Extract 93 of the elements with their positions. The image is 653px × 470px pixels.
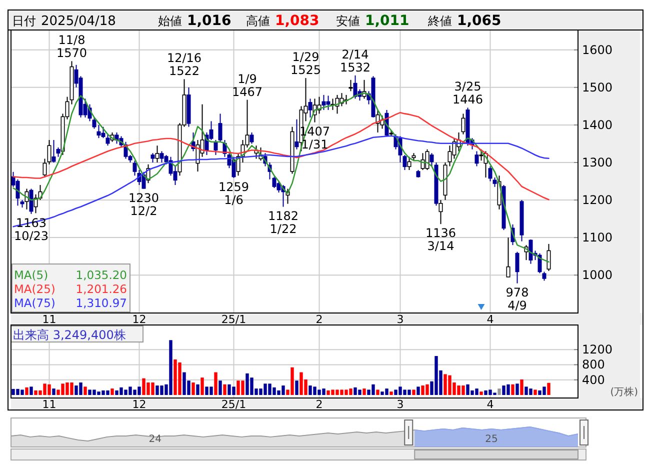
- candlestick: [506, 237, 510, 278]
- bar: [516, 384, 519, 395]
- candlestick: [101, 126, 106, 139]
- bar: [534, 390, 537, 395]
- bar: [52, 388, 56, 395]
- candlestick: [515, 251, 520, 284]
- bar: [223, 384, 226, 395]
- bar: [214, 372, 218, 395]
- y-tick-label: 1100: [582, 230, 613, 245]
- annotation: 11/8 1570: [56, 33, 88, 60]
- candlestick: [348, 79, 353, 92]
- candlestick: [56, 146, 60, 158]
- text: 安値 1,011: [336, 13, 410, 29]
- candlestick: [474, 150, 479, 167]
- annotation: 12/16 1522: [166, 51, 202, 78]
- bar: [362, 388, 366, 395]
- candlestick: [160, 150, 164, 163]
- text: 日付 2025/04/18: [12, 14, 116, 29]
- x-tick-label: 3: [396, 398, 404, 411]
- candlestick: [52, 139, 56, 163]
- y-tick-label: 1400: [582, 118, 613, 132]
- bar: [218, 380, 222, 395]
- text: 始値 1,016: [158, 13, 232, 29]
- bar: [25, 387, 28, 395]
- candlestick: [542, 271, 546, 282]
- text: MA(5) 1,035.20: [14, 268, 127, 282]
- candlestick: [42, 158, 47, 178]
- y-tick-label: 1200: [582, 193, 613, 208]
- annotation: 1259 1/6: [218, 180, 250, 207]
- x-tick-label: 24: [148, 434, 162, 445]
- annotation: 1/29 1525: [290, 50, 322, 78]
- y-tick-label: 400: [582, 372, 605, 387]
- candlestick: [47, 139, 52, 165]
- y-tick-label: 1200: [582, 342, 613, 357]
- candlestick: [250, 132, 254, 144]
- x-tick-label: 4: [486, 313, 494, 326]
- candlestick: [150, 152, 155, 163]
- bar: [84, 386, 87, 395]
- candlestick: [29, 188, 34, 214]
- bar: [30, 386, 33, 395]
- candlestick: [155, 145, 160, 163]
- candlestick: [294, 118, 299, 150]
- bar: [511, 384, 514, 395]
- bar: [376, 390, 380, 395]
- bar: [498, 388, 501, 395]
- annotation: 1136 3/14: [425, 226, 456, 254]
- annotation: 3/25 1446: [452, 80, 484, 107]
- x-tick-label: 2: [316, 398, 323, 411]
- bar: [520, 379, 524, 395]
- bar: [192, 382, 195, 395]
- candlestick: [461, 113, 466, 135]
- annotation: 978 4/9: [506, 285, 529, 312]
- annotation: 1182 1/22: [268, 208, 299, 236]
- y-axis-title: (万株): [610, 386, 638, 398]
- x-tick-label: 4: [486, 398, 494, 411]
- bar: [416, 386, 420, 395]
- bar: [480, 392, 483, 395]
- chart-title: 出来高 3,249,400株: [13, 328, 126, 342]
- text: 高値 1,083: [246, 13, 320, 29]
- bar: [547, 382, 550, 395]
- text: 終値 1,065: [427, 13, 502, 29]
- x-tick-label: 3: [396, 313, 404, 326]
- candlestick: [16, 178, 20, 206]
- candlestick: [438, 200, 443, 225]
- text: MA(25) 1,201.26: [14, 282, 127, 296]
- bar: [200, 378, 204, 395]
- x-tick-label: 11: [42, 313, 56, 326]
- x-tick-label: 11: [42, 398, 56, 411]
- y-tick-label: 800: [582, 358, 605, 372]
- candlestick: [538, 252, 542, 274]
- candlestick: [308, 98, 312, 118]
- bar: [295, 380, 298, 395]
- y-tick-label: 1300: [582, 155, 613, 170]
- bar: [110, 388, 114, 395]
- y-tick-label: 1000: [582, 268, 613, 282]
- candlestick: [546, 243, 551, 272]
- x-tick-label: 2: [316, 313, 323, 326]
- x-tick-label: 12: [132, 313, 146, 326]
- bar: [390, 392, 393, 395]
- x-tick-label: 12: [132, 398, 146, 411]
- y-tick-label: 1600: [582, 42, 613, 57]
- x-tick-label: 25: [485, 434, 498, 445]
- bar: [196, 384, 200, 395]
- y-tick-label: 1500: [582, 80, 613, 94]
- text: MA(75) 1,310.97: [14, 296, 127, 310]
- candlestick: [92, 116, 96, 130]
- candlestick: [106, 134, 110, 146]
- x-tick-label: 25/1: [221, 398, 246, 411]
- x-tick-label: 25/1: [221, 313, 246, 326]
- annotation: 1230 12/2: [128, 190, 160, 218]
- annotation: 1/9 1467: [232, 72, 263, 99]
- annotation: 2/14 1532: [340, 47, 371, 74]
- bar: [412, 390, 416, 395]
